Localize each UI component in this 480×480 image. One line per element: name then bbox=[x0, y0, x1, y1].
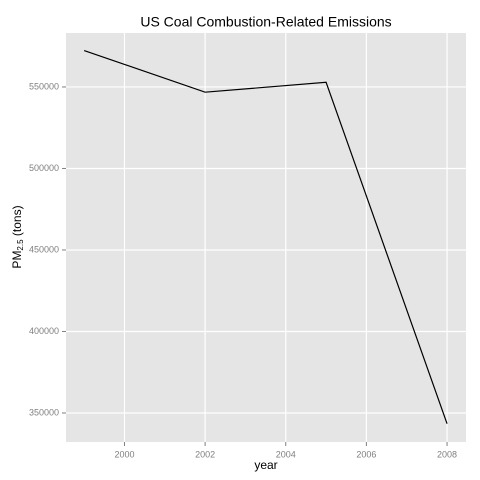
x-tick-label: 2006 bbox=[356, 449, 376, 459]
y-tick-label: 450000 bbox=[29, 244, 59, 254]
y-tick-label: 550000 bbox=[29, 81, 59, 91]
y-axis-label: PM2.5 (tons) bbox=[10, 205, 25, 268]
y-tick-label: 400000 bbox=[29, 326, 59, 336]
y-tick-label: 350000 bbox=[29, 407, 59, 417]
line bbox=[83, 49, 448, 424]
x-tick-label: 2002 bbox=[195, 449, 215, 459]
chart-title: US Coal Combustion-Related Emissions bbox=[140, 14, 391, 30]
y-tick-label: 500000 bbox=[29, 163, 59, 173]
x-tick-label: 2004 bbox=[276, 449, 296, 459]
y-axis-label-subscript: 2.5 bbox=[16, 239, 25, 251]
x-tick-label: 2000 bbox=[114, 449, 134, 459]
y-axis-label-part: PM bbox=[10, 251, 24, 269]
y-axis-label-part: (tons) bbox=[10, 205, 24, 239]
plot-panel bbox=[66, 33, 466, 442]
x-axis-label: year bbox=[254, 458, 277, 472]
x-tick-label: 2008 bbox=[437, 449, 457, 459]
